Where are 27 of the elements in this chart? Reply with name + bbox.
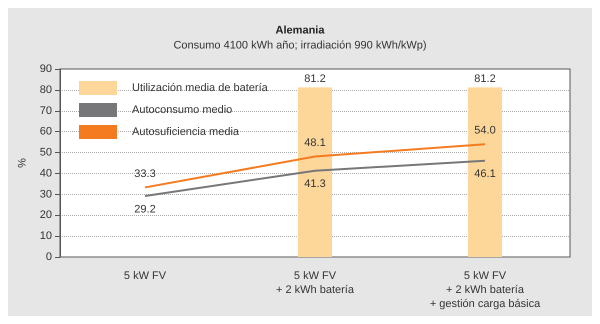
legend-label: Autoconsumo medio — [132, 104, 232, 116]
data-label: 46.1 — [474, 168, 496, 180]
data-label: 54.0 — [474, 124, 496, 137]
legend-label: Autosuficiencia media — [132, 126, 240, 138]
y-tick-label: 0 — [46, 251, 52, 263]
data-label: 29.2 — [134, 204, 156, 216]
x-tick-label: 5 kW FV — [124, 270, 167, 282]
y-tick-label: 50 — [40, 146, 52, 159]
y-tick-label: 30 — [40, 188, 52, 200]
chart-subtitle: Consumo 4100 kWh año; irradiación 990 kWh/kWp) — [173, 40, 427, 52]
x-tick-label: 5 kW FV + 2 kWh batería + gestión carga básica — [430, 270, 542, 310]
y-tick-label: 20 — [40, 209, 52, 222]
data-label: 81.2 — [474, 72, 496, 85]
data-label: 41.3 — [304, 178, 326, 190]
chart-title: Alemania — [276, 24, 326, 36]
y-tick-label: 90 — [40, 63, 52, 75]
data-label: 81.2 — [304, 72, 326, 85]
data-label: 48.1 — [304, 137, 326, 150]
y-tick-label: 70 — [40, 104, 52, 117]
legend-label: Utilización media de batería — [132, 82, 269, 94]
y-tick-label: 80 — [40, 84, 52, 96]
y-axis-title: % — [16, 158, 28, 168]
data-label: 33.3 — [134, 168, 156, 180]
y-tick-label: 10 — [40, 230, 52, 242]
y-tick-label: 60 — [40, 126, 52, 138]
y-tick-label: 40 — [40, 167, 52, 180]
x-tick-label: 5 kW FV + 2 kWh batería — [276, 270, 355, 296]
